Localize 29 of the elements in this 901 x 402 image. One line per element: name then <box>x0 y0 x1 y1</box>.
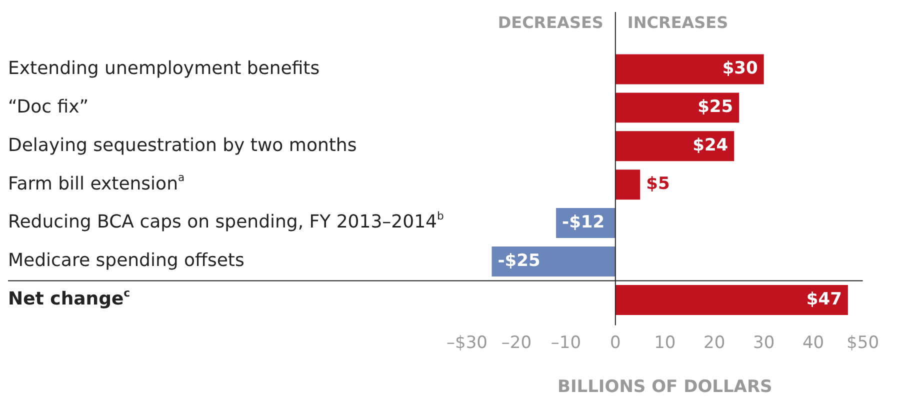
bar <box>615 284 848 315</box>
x-tick-label: 30 <box>753 332 775 353</box>
x-axis-title: BILLIONS OF DOLLARS <box>557 377 772 398</box>
data-label: -$25 <box>498 250 540 271</box>
bar <box>615 54 764 84</box>
data-label: $5 <box>646 174 670 194</box>
x-tick-label: 0 <box>610 332 621 353</box>
y-tick-label: Medicare spending offsets <box>8 250 244 272</box>
data-label: $24 <box>692 136 728 156</box>
x-tick-label: –10 <box>550 332 582 353</box>
bar <box>615 170 640 200</box>
bar <box>492 246 616 277</box>
y-tick-label: Extending unemployment benefits <box>8 58 320 79</box>
bar <box>615 131 734 162</box>
data-label: $30 <box>722 58 758 79</box>
x-tick-label: –20 <box>501 332 532 353</box>
x-tick-label: –$30 <box>446 332 488 353</box>
annotation: DECREASES <box>498 13 604 32</box>
data-label: -$12 <box>562 212 605 232</box>
y-tick-label: Delaying sequestration by two months <box>8 134 357 156</box>
data-label: $25 <box>698 97 734 118</box>
x-tick-label: 20 <box>704 332 726 353</box>
annotation: INCREASES <box>627 13 728 32</box>
x-tick-label: 40 <box>802 332 824 353</box>
x-tick-label: $50 <box>846 332 880 353</box>
data-label: $47 <box>806 289 842 310</box>
bar <box>615 92 740 123</box>
x-tick-label: 10 <box>654 332 676 353</box>
y-tick-label: “Doc fix” <box>8 96 89 118</box>
